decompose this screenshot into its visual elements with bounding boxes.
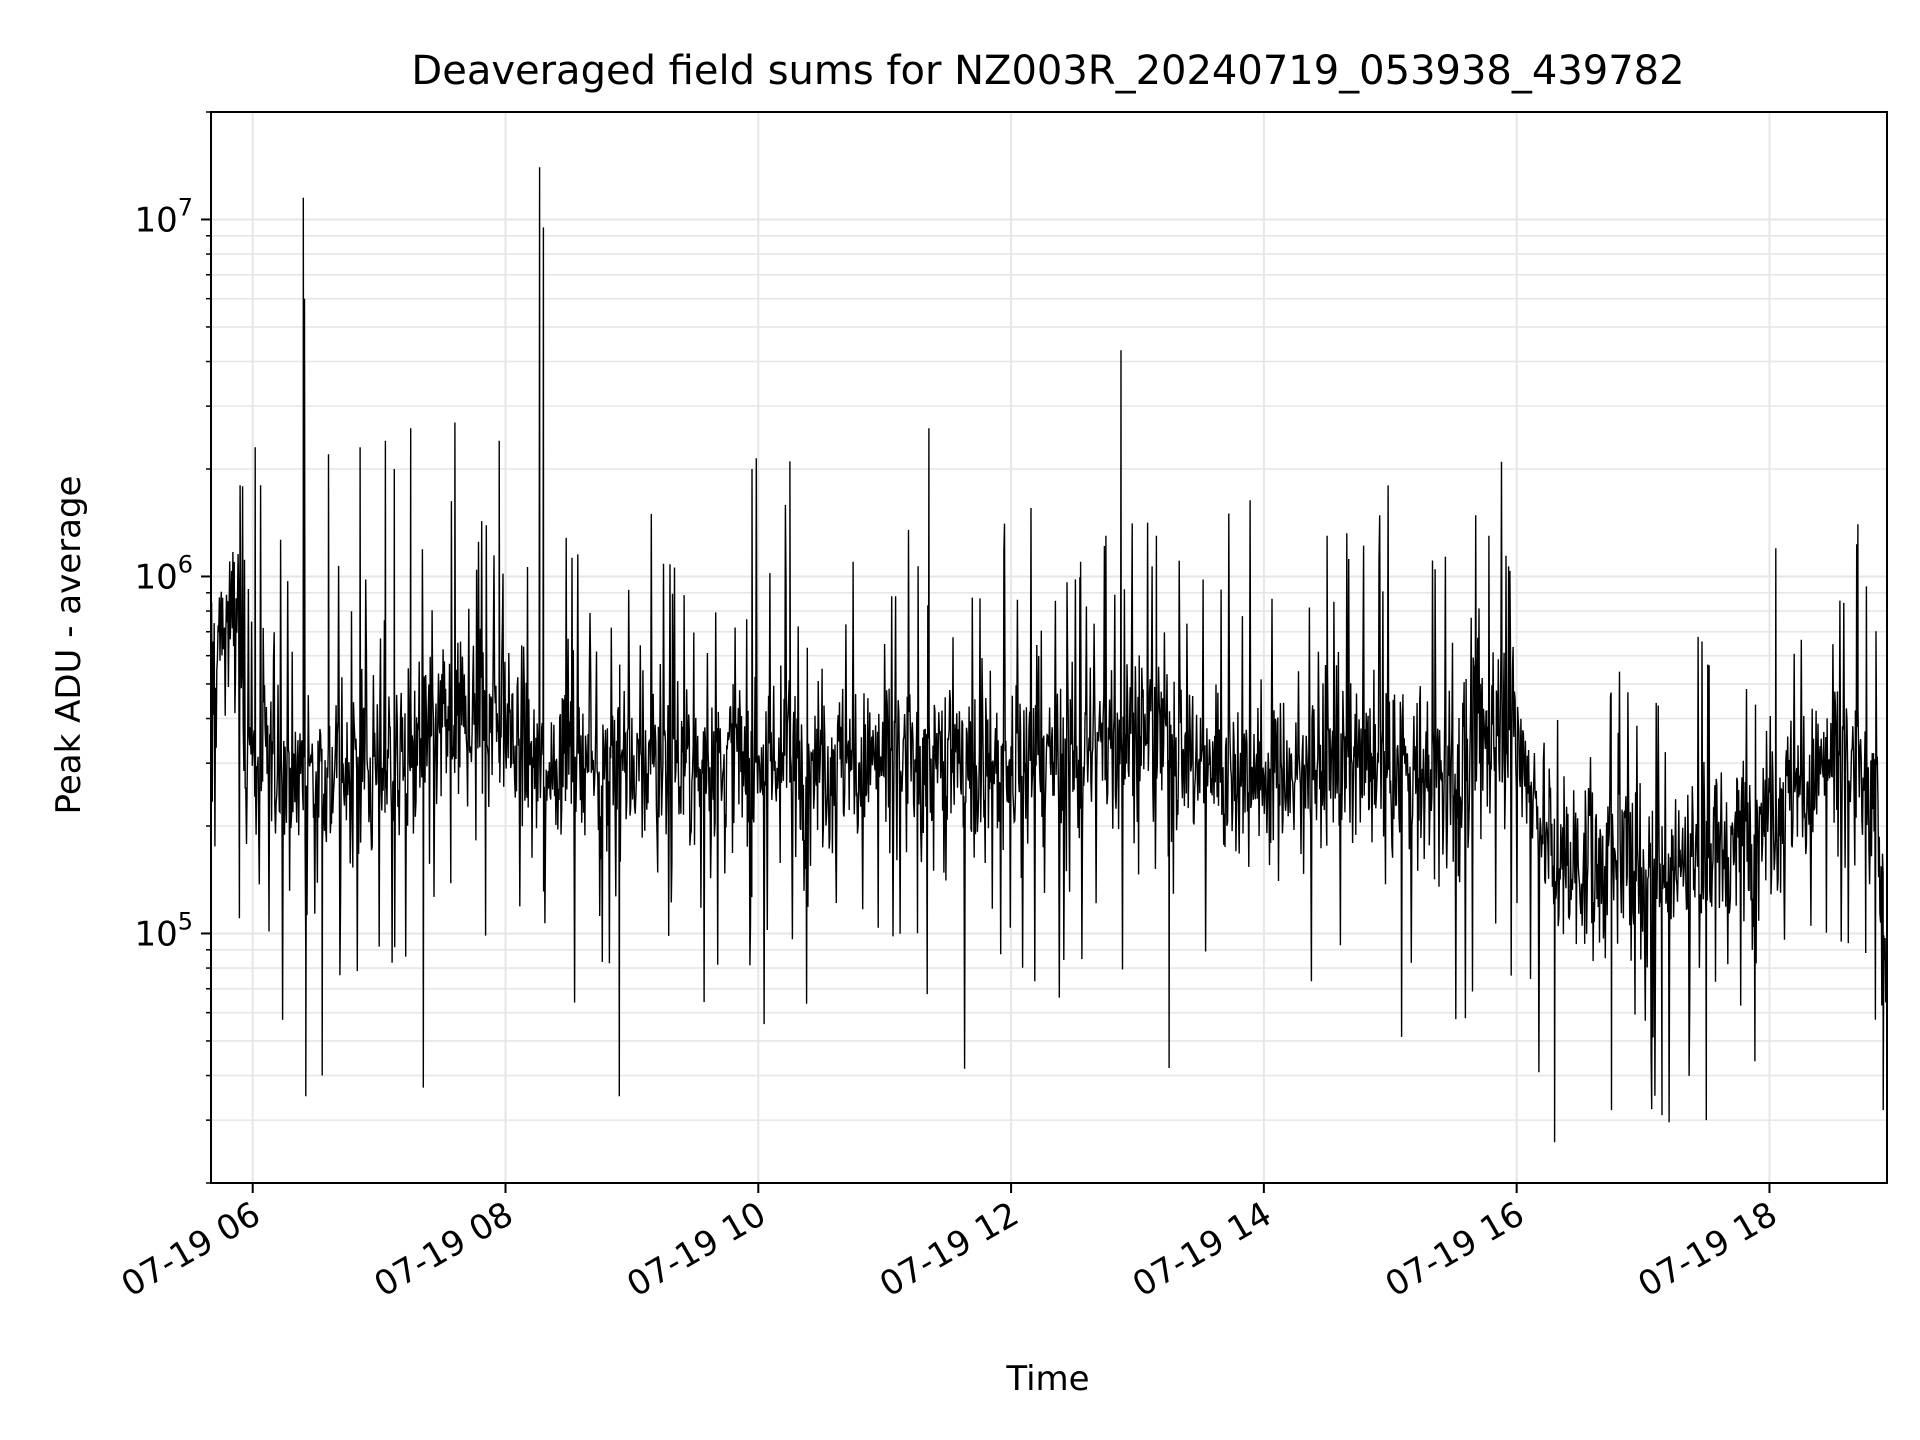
chart-title: Deaveraged field sums for NZ003R_2024071… — [411, 48, 1684, 94]
x-tick-label: 07-19 12 — [873, 1194, 1025, 1305]
y-axis-label: Peak ADU - average — [49, 476, 89, 815]
y-axis-ticks: 105 106 107 — [134, 111, 211, 1184]
y-tick-label: 105 — [134, 907, 193, 954]
x-tick-label: 07-19 06 — [115, 1194, 267, 1305]
y-tick-label: 107 — [134, 193, 193, 240]
x-axis-label: Time — [1005, 1359, 1089, 1399]
x-tick-label: 07-19 08 — [368, 1194, 520, 1305]
axes-frame — [210, 111, 1888, 1184]
x-tick-label: 07-19 18 — [1632, 1194, 1784, 1305]
x-tick-label: 07-19 14 — [1126, 1194, 1278, 1305]
grid-lines — [211, 111, 1887, 1184]
series-line — [210, 167, 1888, 1143]
x-tick-label: 07-19 10 — [620, 1194, 772, 1305]
x-tick-label: 07-19 16 — [1379, 1194, 1531, 1305]
plot-area — [210, 167, 1888, 1143]
y-tick-label: 106 — [134, 550, 193, 597]
x-axis-ticks: 07-19 06 07-19 08 07-19 10 07-19 12 07-19 14… — [115, 1183, 1784, 1305]
